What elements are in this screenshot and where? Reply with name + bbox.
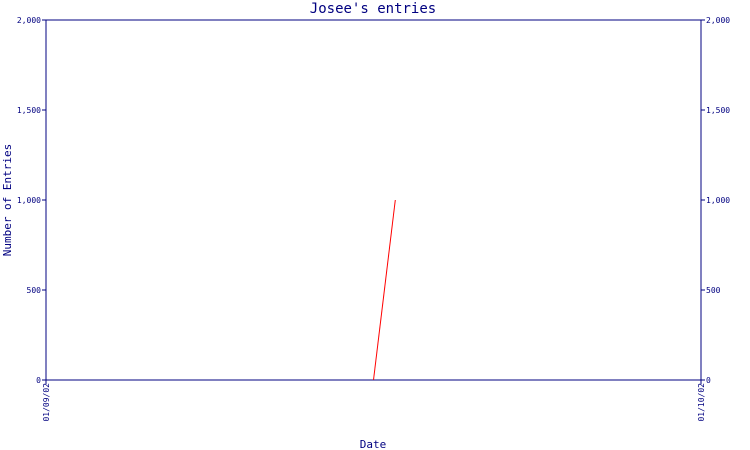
y-tick-label-right: 500 [706, 286, 721, 295]
y-tick-label-right: 2,000 [706, 16, 730, 25]
chart-title: Josee's entries [310, 1, 436, 17]
y-tick-label-right: 1,500 [706, 106, 730, 115]
y-axis-right: 0 500 1,000 1,500 2,000 [701, 16, 730, 385]
series-layer [373, 199, 396, 381]
y-axis-left: 0 500 1,000 1,500 2,000 [17, 16, 46, 385]
series-line [373, 199, 396, 381]
y-tick-label-left: 0 [36, 376, 41, 385]
y-tick-label-left: 1,000 [17, 196, 41, 205]
y-axis-label: Number of Entries [1, 144, 14, 257]
x-axis-label: Date [360, 438, 387, 450]
y-tick-label-right: 1,000 [706, 196, 730, 205]
x-axis: 01/09/02 01/10/02 [42, 380, 706, 422]
x-tick-label: 01/10/02 [697, 383, 706, 422]
y-tick-label-left: 1,500 [17, 106, 41, 115]
y-tick-label-right: 0 [706, 376, 711, 385]
plot-area [45, 19, 702, 381]
x-tick-label: 01/09/02 [42, 383, 51, 422]
y-tick-label-left: 500 [27, 286, 42, 295]
y-tick-label-left: 2,000 [17, 16, 41, 25]
